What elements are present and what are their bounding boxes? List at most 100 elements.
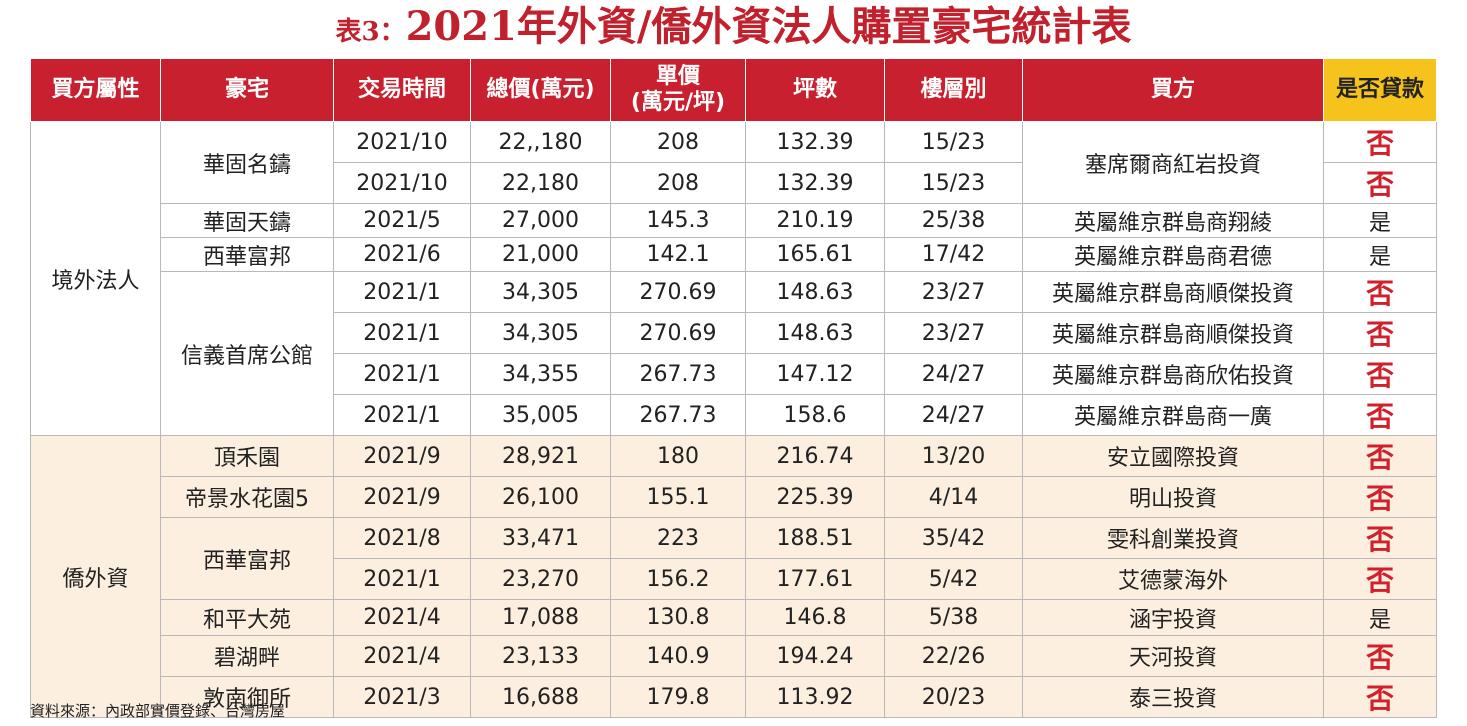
loan-cell: 否 <box>1323 676 1437 718</box>
total-cell: 34,305 <box>470 271 611 313</box>
floor-cell: 20/23 <box>884 676 1023 718</box>
header-cell: 豪宅 <box>160 58 334 122</box>
group-cell: 僑外資 <box>30 435 161 718</box>
time-cell: 2021/1 <box>333 394 471 436</box>
time-cell: 2021/9 <box>333 435 471 477</box>
floor-cell: 15/23 <box>884 121 1023 163</box>
loan-cell: 否 <box>1323 635 1437 677</box>
row: 2021/1 23,270 156.2 177.61 5/42 艾德蒙海外否 <box>31 558 1437 600</box>
floor-cell: 23/27 <box>884 271 1023 313</box>
unit-cell: 270.69 <box>610 271 746 313</box>
buyer-cell: 明山投資 <box>1022 476 1324 518</box>
header-row: 買方屬性 豪宅 交易時間 總價(萬元) 單價 (萬元/坪) 坪數 樓層別 買方 是否貸款 <box>30 58 1437 122</box>
estate-cell: 華固名鑄 <box>160 121 334 204</box>
time-cell: 2021/1 <box>333 271 471 313</box>
time-cell: 2021/8 <box>333 517 471 559</box>
header-cell: 坪數 <box>745 58 885 122</box>
total-cell: 16,688 <box>470 676 611 718</box>
area-cell: 188.51 <box>745 517 885 559</box>
floor-cell: 15/23 <box>884 162 1023 204</box>
time-cell: 2021/1 <box>333 353 471 395</box>
buyer-cell: 英屬維京群島商順傑投資 <box>1022 271 1324 313</box>
row: 境外法人 華固名鑄 2021/10 22,,180 208 132.39 15/23 塞席爾商… <box>30 121 1437 436</box>
table: 買方屬性 豪宅 交易時間 總價(萬元) 單價 (萬元/坪) 坪數 樓層別 買方 是否貸款 境外法… <box>30 58 1437 718</box>
estate-cell: 和平大苑 <box>160 599 334 636</box>
time-cell: 2021/4 <box>333 599 471 636</box>
estate-cell: 信義首席公館 <box>160 271 334 436</box>
unit-cell: 267.73 <box>610 353 746 395</box>
estate-cell: 帝景水花園5 <box>160 476 334 518</box>
row: 僑外資 頂禾園 2021/9 28,921 180 216.74 13/20 安立國際投資否 <box>30 435 1437 718</box>
title: 表3：2021年外資/僑外資法人購置豪宅統計表 <box>0 2 1467 57</box>
row: 西華富邦 2021/6 21,000 142.1 165.61 17/42 英屬維京群島商君… <box>31 237 1437 272</box>
floor-cell: 4/14 <box>884 476 1023 518</box>
header-cell: 買方屬性 <box>30 58 161 122</box>
header-cell: 總價(萬元) <box>470 58 611 122</box>
table-body: 境外法人 華固名鑄 2021/10 22,,180 208 132.39 15/23 塞席爾商… <box>30 121 1437 718</box>
total-cell: 23,270 <box>470 558 611 600</box>
row: 帝景水花園5 2021/9 26,100 155.1 225.39 4/14 明山投資否 <box>31 476 1437 518</box>
loan-cell: 否 <box>1323 353 1437 395</box>
header-cell: 單價 (萬元/坪) <box>610 58 746 122</box>
area-cell: 216.74 <box>745 435 885 477</box>
loan-cell: 否 <box>1323 162 1437 204</box>
floor-cell: 22/26 <box>884 635 1023 677</box>
buyer-cell: 安立國際投資 <box>1022 435 1324 477</box>
header-cell: 樓層別 <box>884 58 1023 122</box>
floor-cell: 5/38 <box>884 599 1023 636</box>
unit-cell: 179.8 <box>610 676 746 718</box>
total-cell: 26,100 <box>470 476 611 518</box>
floor-cell: 17/42 <box>884 237 1023 272</box>
row: 華固天鑄 2021/5 27,000 145.3 210.19 25/38 英屬維京群島商翔… <box>31 203 1437 238</box>
row: 2021/1 34,305 270.69 148.63 23/27 英屬維京群島商順傑投資… <box>31 312 1437 354</box>
unit-cell: 270.69 <box>610 312 746 354</box>
area-cell: 146.8 <box>745 599 885 636</box>
total-cell: 21,000 <box>470 237 611 272</box>
unit-cell: 180 <box>610 435 746 477</box>
estate-cell: 西華富邦 <box>160 237 334 272</box>
time-cell: 2021/5 <box>333 203 471 238</box>
area-cell: 210.19 <box>745 203 885 238</box>
area-cell: 148.63 <box>745 271 885 313</box>
time-cell: 2021/1 <box>333 312 471 354</box>
time-cell: 2021/6 <box>333 237 471 272</box>
unit-cell: 156.2 <box>610 558 746 600</box>
estate-cell: 碧湖畔 <box>160 635 334 677</box>
unit-cell: 267.73 <box>610 394 746 436</box>
area-cell: 165.61 <box>745 237 885 272</box>
total-cell: 22,180 <box>470 162 611 204</box>
floor-cell: 25/38 <box>884 203 1023 238</box>
time-cell: 2021/10 <box>333 121 471 163</box>
area-cell: 194.24 <box>745 635 885 677</box>
title-text: 2021年外資/僑外資法人購置豪宅統計表 <box>405 3 1132 50</box>
buyer-cell: 涵宇投資 <box>1022 599 1324 636</box>
estate-cell: 頂禾園 <box>160 435 334 477</box>
total-cell: 34,305 <box>470 312 611 354</box>
total-cell: 28,921 <box>470 435 611 477</box>
loan-cell: 是 <box>1323 203 1437 238</box>
total-cell: 33,471 <box>470 517 611 559</box>
buyer-cell: 天河投資 <box>1022 635 1324 677</box>
time-cell: 2021/1 <box>333 558 471 600</box>
loan-cell: 否 <box>1323 476 1437 518</box>
row: 碧湖畔 2021/4 23,133 140.9 194.24 22/26 天河投資否 <box>31 635 1437 677</box>
total-cell: 17,088 <box>470 599 611 636</box>
buyer-cell: 艾德蒙海外 <box>1022 558 1324 600</box>
floor-cell: 13/20 <box>884 435 1023 477</box>
loan-cell: 否 <box>1323 435 1437 477</box>
time-cell: 2021/4 <box>333 635 471 677</box>
buyer-cell: 泰三投資 <box>1022 676 1324 718</box>
total-cell: 35,005 <box>470 394 611 436</box>
loan-cell: 否 <box>1323 517 1437 559</box>
buyer-cell: 英屬維京群島商翔綾 <box>1022 203 1324 238</box>
source: 資料來源：內政部實價登錄、台灣房屋 <box>30 702 286 720</box>
total-cell: 34,355 <box>470 353 611 395</box>
floor-cell: 24/27 <box>884 394 1023 436</box>
loan-cell: 否 <box>1323 271 1437 313</box>
area-cell: 147.12 <box>745 353 885 395</box>
row: 信義首席公館 2021/1 34,305 270.69 148.63 23/27 英屬維京群… <box>31 271 1437 436</box>
row: 2021/1 34,355 267.73 147.12 24/27 英屬維京群島商欣佑投資… <box>31 353 1437 395</box>
area-cell: 158.6 <box>745 394 885 436</box>
unit-cell: 130.8 <box>610 599 746 636</box>
